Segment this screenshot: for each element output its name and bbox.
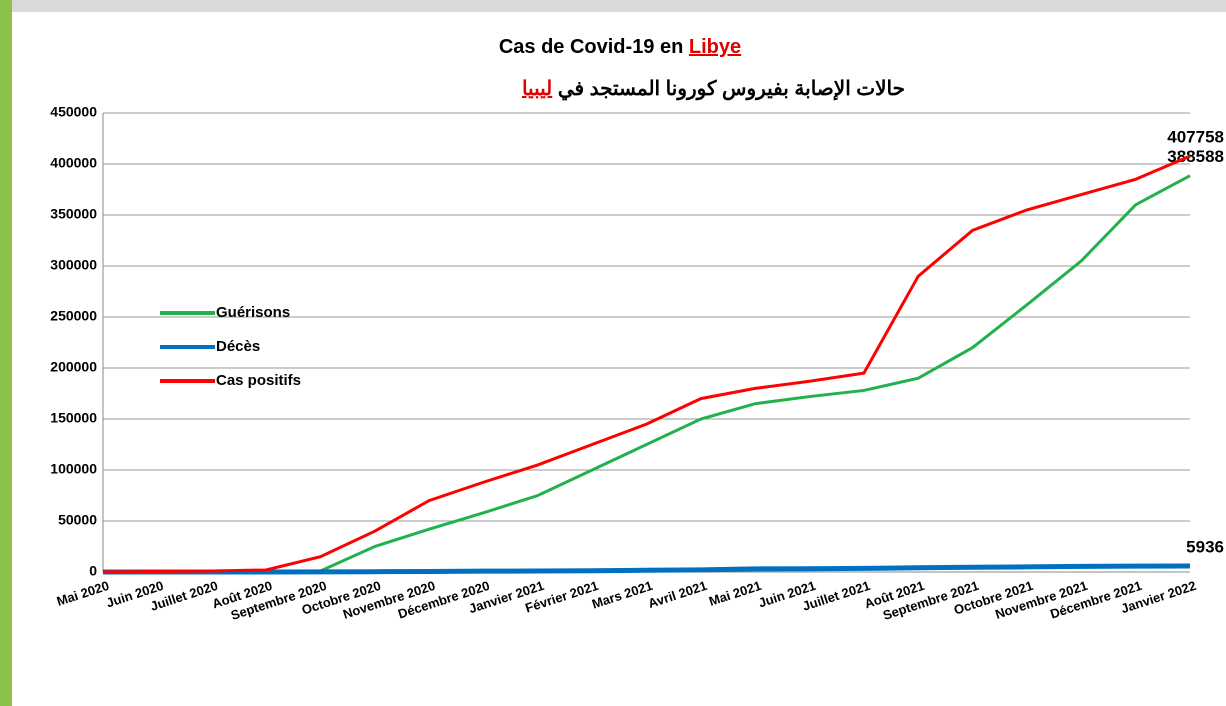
series-line: [102, 154, 1191, 574]
end-value-label: 388588: [1167, 147, 1224, 166]
legend-label: Cas positifs: [216, 372, 301, 389]
y-tick-label: 0: [89, 563, 97, 579]
title-highlight: Libye: [689, 36, 741, 58]
end-value-label: 407758: [1167, 128, 1224, 147]
y-tick-label: 150000: [50, 410, 97, 426]
subtitle-main: حالات الإصابة بفيروس كورونا المستجد في: [558, 78, 905, 101]
y-tick-label: 200000: [50, 359, 97, 375]
title-main: Cas de Covid-19 en: [499, 36, 684, 58]
y-tick-label: 100000: [50, 461, 97, 477]
top-bar: [0, 0, 1226, 12]
y-tick-label: 350000: [50, 206, 97, 222]
chart-subtitle: حالات الإصابة بفيروس كورونا المستجد في ل…: [522, 78, 905, 101]
y-tick-label: 300000: [50, 257, 97, 273]
y-tick-label: 450000: [50, 104, 97, 120]
y-tick-label: 250000: [50, 308, 97, 324]
y-tick-label: 400000: [50, 155, 97, 171]
subtitle-highlight: ليبيا: [522, 78, 552, 100]
legend-label: Décès: [216, 338, 260, 355]
y-tick-label: 50000: [58, 512, 97, 528]
end-value-label: 5936: [1186, 537, 1224, 556]
series-line: [102, 563, 1191, 575]
side-bar: [0, 0, 12, 706]
chart-title: Cas de Covid-19 en Libye: [499, 36, 741, 58]
legend-label: Guérisons: [216, 304, 290, 321]
